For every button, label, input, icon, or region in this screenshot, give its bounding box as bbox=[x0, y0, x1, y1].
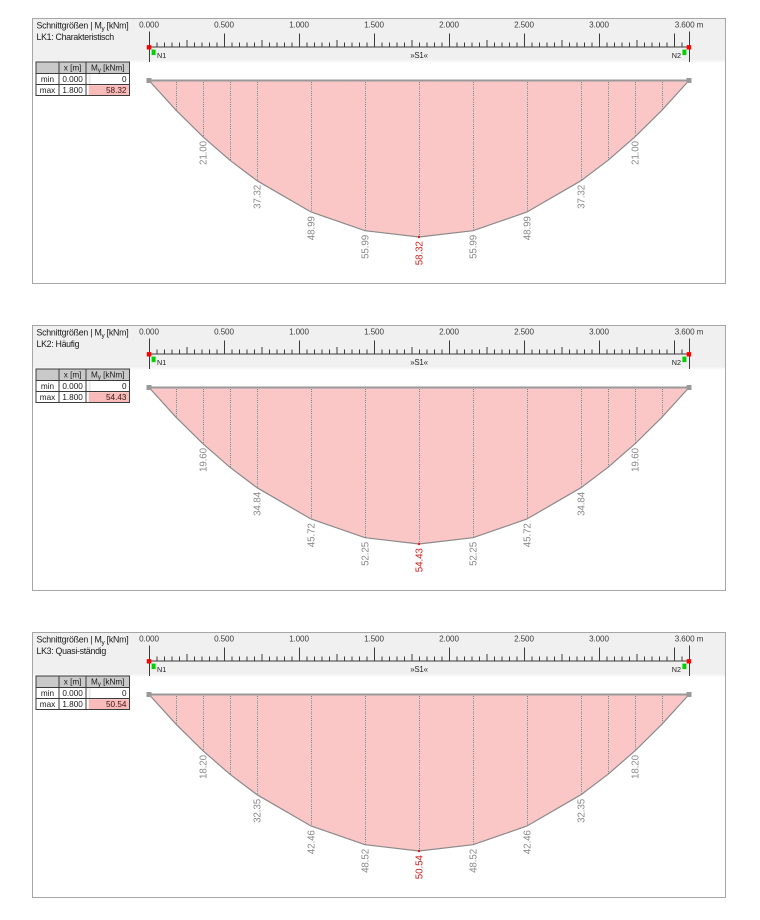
svg-text:19.60: 19.60 bbox=[631, 447, 642, 472]
svg-text:0: 0 bbox=[122, 382, 127, 391]
svg-text:1.500: 1.500 bbox=[364, 328, 384, 337]
svg-text:42.46: 42.46 bbox=[307, 830, 318, 855]
svg-text:2.000: 2.000 bbox=[439, 328, 459, 337]
svg-text:LK3: Quasi-ständig: LK3: Quasi-ständig bbox=[37, 646, 107, 656]
svg-text:My [kNm]: My [kNm] bbox=[91, 64, 124, 74]
svg-text:37.32: 37.32 bbox=[253, 185, 264, 209]
svg-text:x [m]: x [m] bbox=[64, 64, 82, 73]
svg-text:58.32: 58.32 bbox=[106, 86, 127, 95]
svg-text:50.54: 50.54 bbox=[106, 700, 127, 709]
svg-text:Schnittgrößen | My [kNm]: Schnittgrößen | My [kNm] bbox=[37, 635, 129, 647]
svg-text:1.500: 1.500 bbox=[364, 635, 384, 644]
svg-text:48.99: 48.99 bbox=[523, 216, 534, 240]
svg-text:My [kNm]: My [kNm] bbox=[91, 678, 124, 689]
svg-text:48.99: 48.99 bbox=[307, 216, 318, 240]
svg-text:58.32: 58.32 bbox=[415, 241, 426, 265]
svg-text:»S1«: »S1« bbox=[410, 358, 428, 367]
svg-text:1.800: 1.800 bbox=[62, 393, 83, 402]
svg-text:My [kNm]: My [kNm] bbox=[91, 371, 124, 382]
svg-text:21.00: 21.00 bbox=[631, 140, 642, 165]
svg-text:32.35: 32.35 bbox=[577, 798, 588, 823]
svg-text:N2: N2 bbox=[672, 358, 681, 367]
svg-text:45.72: 45.72 bbox=[523, 523, 534, 547]
svg-text:1.000: 1.000 bbox=[289, 328, 309, 337]
svg-text:x [m]: x [m] bbox=[64, 371, 82, 380]
svg-text:54.43: 54.43 bbox=[106, 393, 127, 402]
svg-text:3.000: 3.000 bbox=[589, 635, 609, 644]
svg-text:N1: N1 bbox=[157, 51, 166, 60]
svg-text:3.600 m: 3.600 m bbox=[675, 635, 704, 644]
svg-text:3.000: 3.000 bbox=[589, 328, 609, 337]
svg-text:21.00: 21.00 bbox=[199, 140, 210, 165]
svg-text:Schnittgrößen | My [kNm]: Schnittgrößen | My [kNm] bbox=[37, 328, 129, 340]
svg-text:1.800: 1.800 bbox=[62, 700, 83, 709]
svg-text:min: min bbox=[41, 382, 55, 391]
svg-text:0: 0 bbox=[122, 75, 127, 84]
svg-text:»S1«: »S1« bbox=[410, 665, 428, 674]
svg-text:48.52: 48.52 bbox=[361, 849, 372, 873]
svg-text:45.72: 45.72 bbox=[307, 523, 318, 547]
svg-text:N1: N1 bbox=[157, 358, 166, 367]
svg-text:2.500: 2.500 bbox=[514, 635, 534, 644]
svg-text:0.000: 0.000 bbox=[139, 635, 159, 644]
svg-text:0.500: 0.500 bbox=[214, 328, 234, 337]
svg-text:19.60: 19.60 bbox=[199, 447, 210, 472]
svg-text:N1: N1 bbox=[157, 665, 166, 674]
svg-text:34.84: 34.84 bbox=[253, 491, 264, 516]
svg-text:50.54: 50.54 bbox=[415, 855, 426, 880]
svg-text:2.500: 2.500 bbox=[514, 21, 534, 30]
svg-text:max: max bbox=[40, 700, 55, 709]
svg-text:x [m]: x [m] bbox=[64, 678, 82, 687]
svg-text:0: 0 bbox=[122, 689, 127, 698]
svg-text:34.84: 34.84 bbox=[577, 491, 588, 516]
svg-text:»S1«: »S1« bbox=[410, 51, 428, 60]
svg-text:0.000: 0.000 bbox=[139, 21, 159, 30]
svg-text:0.500: 0.500 bbox=[214, 635, 234, 644]
svg-text:18.20: 18.20 bbox=[199, 754, 210, 779]
svg-text:0.000: 0.000 bbox=[139, 328, 159, 337]
svg-text:2.500: 2.500 bbox=[514, 328, 534, 337]
svg-text:3.000: 3.000 bbox=[589, 21, 609, 30]
svg-text:min: min bbox=[41, 75, 55, 84]
svg-text:1.800: 1.800 bbox=[62, 86, 83, 95]
svg-text:18.20: 18.20 bbox=[631, 754, 642, 779]
svg-text:2.000: 2.000 bbox=[439, 635, 459, 644]
svg-text:48.52: 48.52 bbox=[469, 849, 480, 873]
svg-text:0.000: 0.000 bbox=[62, 382, 83, 391]
svg-text:1.000: 1.000 bbox=[289, 635, 309, 644]
svg-text:Schnittgrößen | My [kNm]: Schnittgrößen | My [kNm] bbox=[37, 21, 129, 33]
svg-text:3.600 m: 3.600 m bbox=[675, 21, 704, 30]
svg-text:0.000: 0.000 bbox=[62, 689, 83, 698]
svg-text:2.000: 2.000 bbox=[439, 21, 459, 30]
svg-text:32.35: 32.35 bbox=[253, 798, 264, 823]
svg-text:55.99: 55.99 bbox=[469, 235, 480, 259]
svg-text:LK1: Charakteristisch: LK1: Charakteristisch bbox=[37, 32, 115, 42]
svg-text:N2: N2 bbox=[672, 51, 681, 60]
svg-text:54.43: 54.43 bbox=[415, 548, 426, 573]
svg-text:37.32: 37.32 bbox=[577, 185, 588, 209]
svg-text:N2: N2 bbox=[672, 665, 681, 674]
svg-text:0.500: 0.500 bbox=[214, 21, 234, 30]
svg-text:52.25: 52.25 bbox=[469, 541, 480, 566]
svg-text:0.000: 0.000 bbox=[62, 75, 83, 84]
svg-text:52.25: 52.25 bbox=[361, 541, 372, 566]
svg-text:max: max bbox=[40, 393, 55, 402]
svg-text:max: max bbox=[40, 86, 55, 95]
svg-text:55.99: 55.99 bbox=[361, 235, 372, 259]
svg-text:3.600 m: 3.600 m bbox=[675, 328, 704, 337]
svg-text:1.500: 1.500 bbox=[364, 21, 384, 30]
svg-text:min: min bbox=[41, 689, 55, 698]
svg-text:LK2: Häufig: LK2: Häufig bbox=[37, 339, 80, 349]
svg-text:1.000: 1.000 bbox=[289, 21, 309, 30]
svg-text:42.46: 42.46 bbox=[523, 830, 534, 855]
